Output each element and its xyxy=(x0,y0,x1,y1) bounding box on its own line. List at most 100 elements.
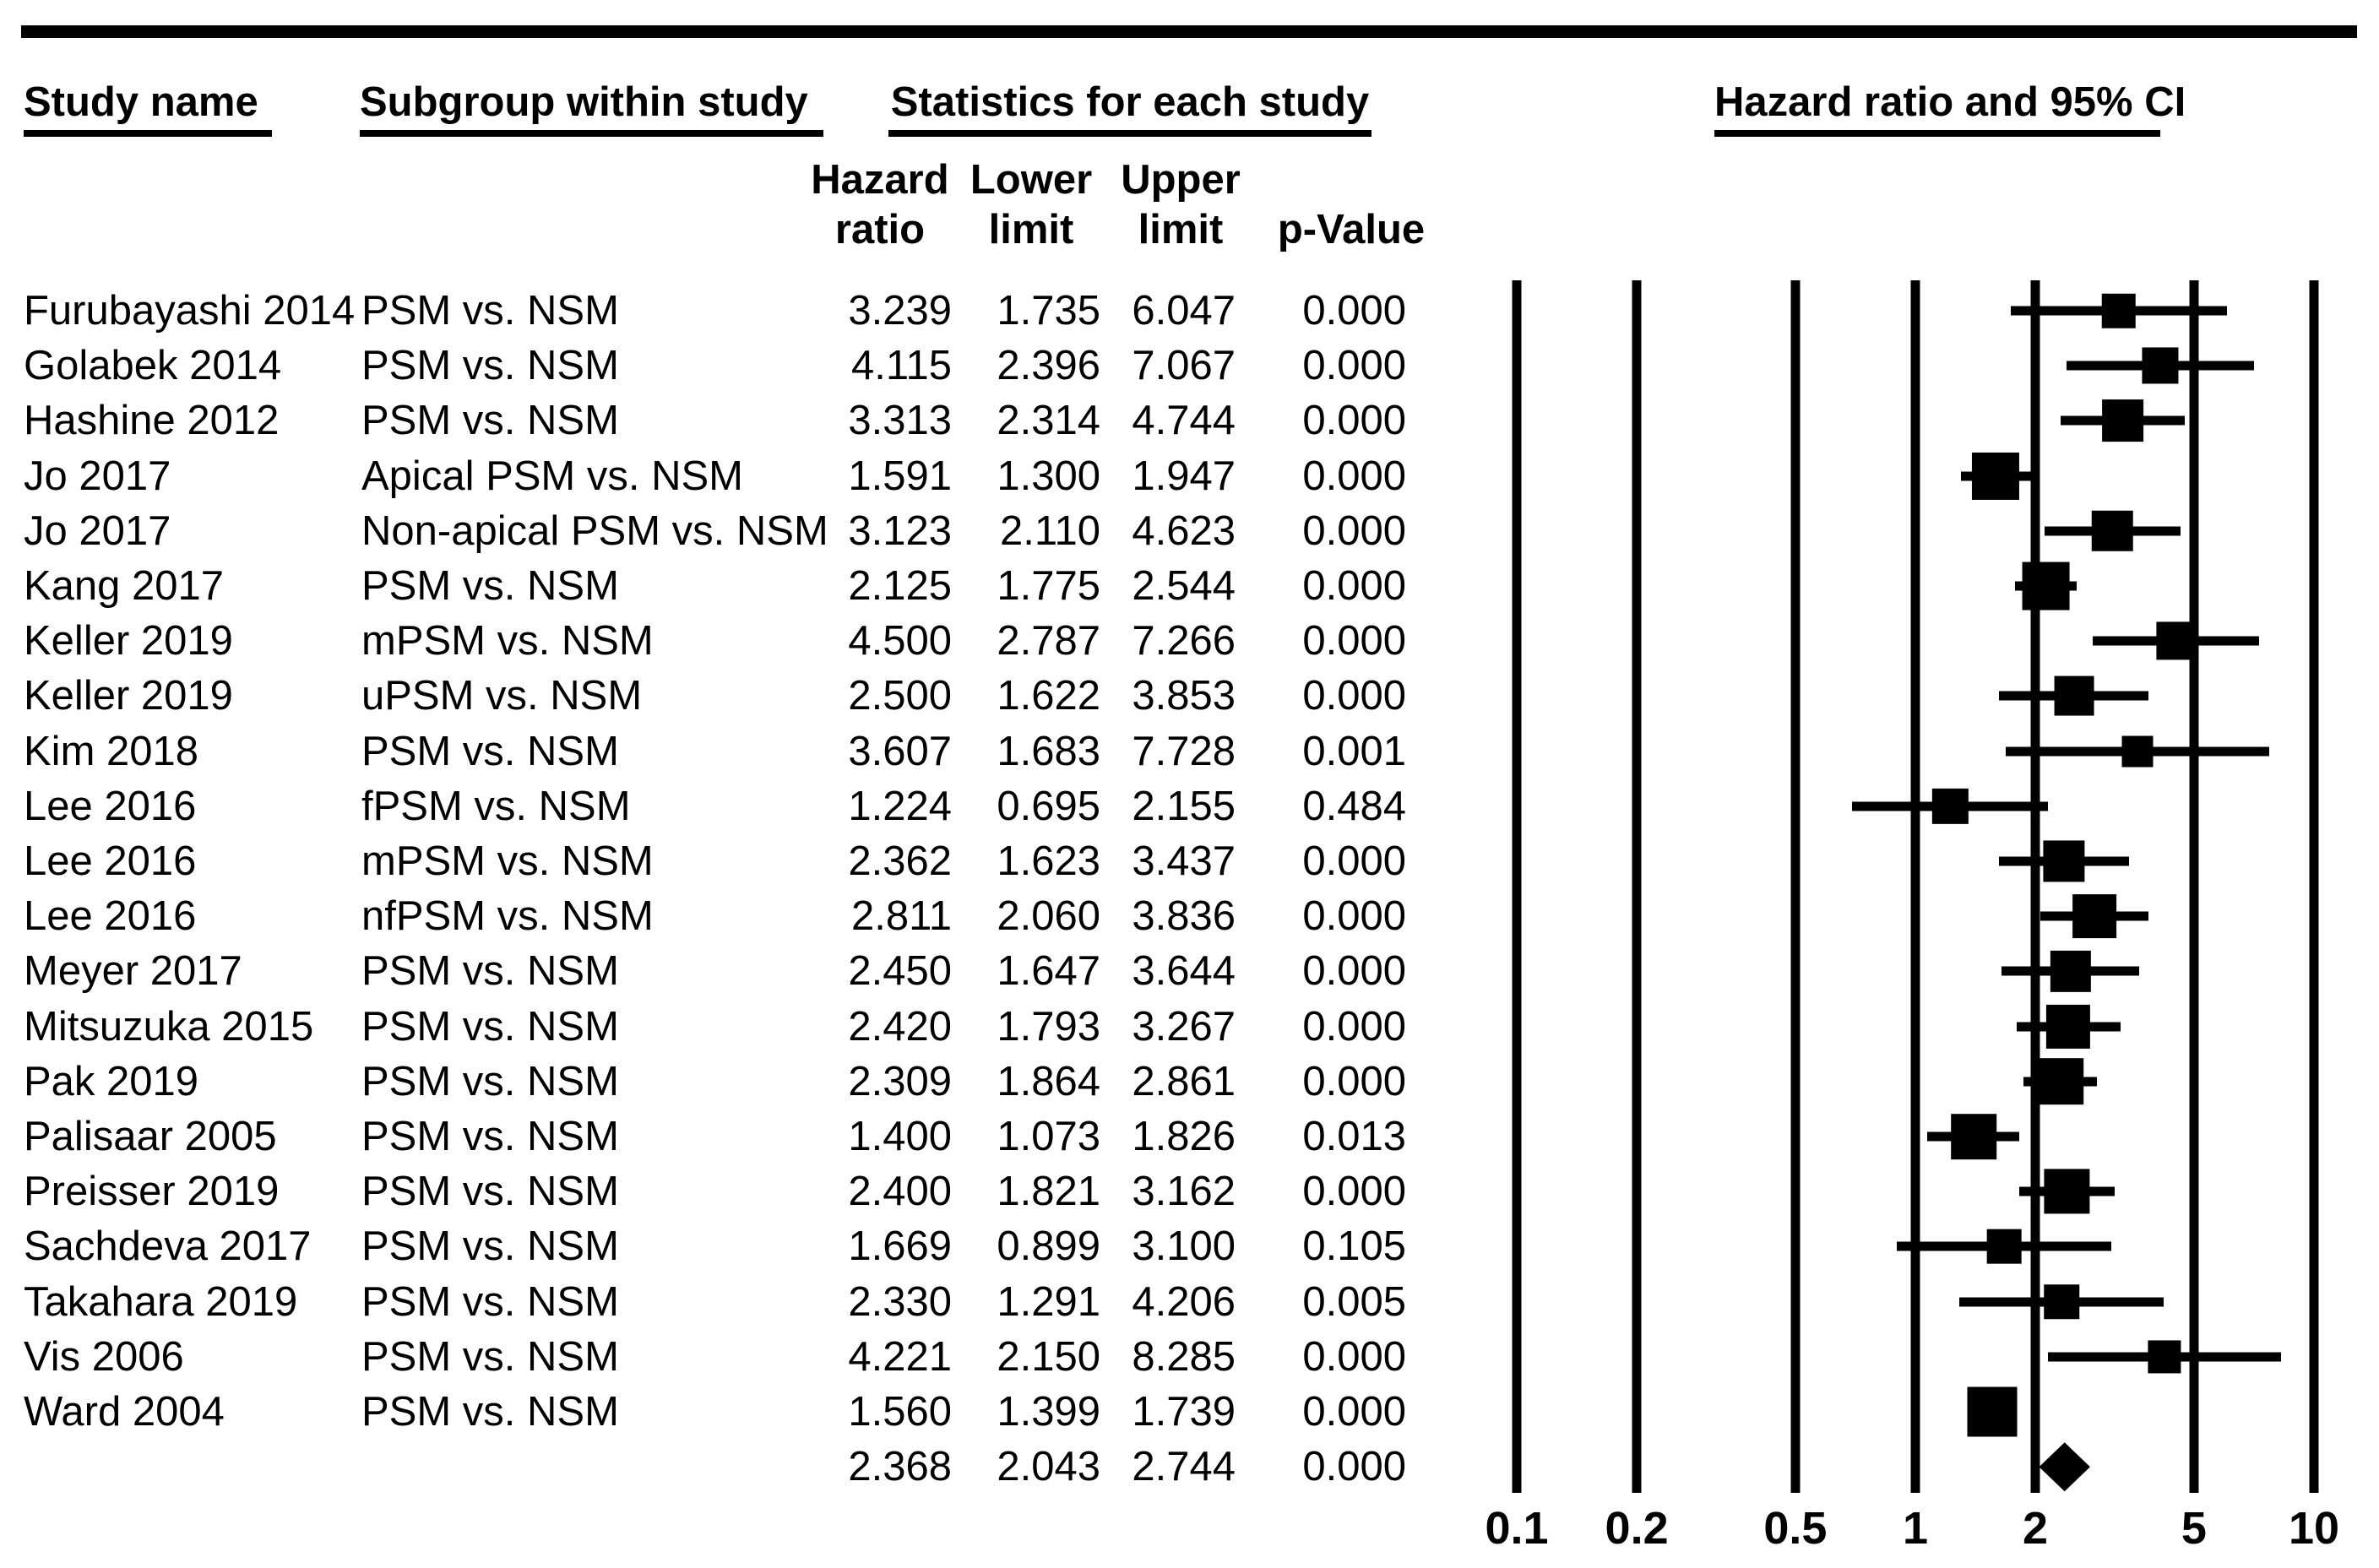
plot-gridline xyxy=(2189,280,2199,1493)
lower-limit-value: 1.623 xyxy=(997,838,1100,884)
lower-limit-value: 1.291 xyxy=(997,1278,1100,1325)
subgroup-label: PSM vs. NSM xyxy=(361,728,619,774)
hazard-ratio-value: 2.450 xyxy=(848,948,952,995)
upper-limit-value: 3.100 xyxy=(1132,1223,1236,1270)
upper-limit-value: 4.744 xyxy=(1132,398,1236,444)
upper-limit-value: 6.047 xyxy=(1132,288,1236,334)
axis-tick-label: 5 xyxy=(2181,1503,2207,1554)
subgroup-label: Non-apical PSM vs. NSM xyxy=(361,507,828,554)
effect-square xyxy=(2046,1004,2091,1049)
lower-limit-value: 1.683 xyxy=(997,728,1100,774)
upper-limit-value: 1.739 xyxy=(1132,1389,1236,1435)
upper-limit-value: 1.947 xyxy=(1132,453,1236,499)
lower-limit-value: 1.775 xyxy=(997,563,1100,609)
header-ratio: ratio xyxy=(834,207,926,252)
upper-limit-value: 7.266 xyxy=(1132,618,1236,665)
p-value: 0.013 xyxy=(1302,1114,1406,1159)
column-header-subgroup: Subgroup within study xyxy=(360,81,823,137)
subgroup-label: PSM vs. NSM xyxy=(361,1389,619,1435)
hazard-ratio-value: 4.115 xyxy=(851,343,952,389)
study-name: Keller 2019 xyxy=(24,673,233,719)
upper-limit-value: 7.067 xyxy=(1132,343,1236,389)
upper-limit-value: 3.644 xyxy=(1132,948,1236,995)
axis-tick-label: 2 xyxy=(2023,1503,2049,1554)
lower-limit-value: 1.821 xyxy=(997,1169,1100,1215)
subgroup-label: PSM vs. NSM xyxy=(361,563,619,609)
p-value: 0.000 xyxy=(1302,1333,1406,1380)
hazard-ratio-value: 1.591 xyxy=(848,453,952,499)
subgroup-label: PSM vs. NSM xyxy=(361,1223,619,1270)
summary-upper-limit-value: 2.744 xyxy=(1132,1444,1236,1490)
effect-square xyxy=(2092,510,2133,552)
subgroup-label: PSM vs. NSM xyxy=(361,1333,619,1380)
subgroup-label: mPSM vs. NSM xyxy=(361,838,654,884)
study-name: Palisaar 2005 xyxy=(24,1114,277,1159)
study-name: Furubayashi 2014 xyxy=(24,288,356,334)
lower-limit-value: 1.399 xyxy=(997,1389,1100,1435)
study-name: Kim 2018 xyxy=(24,728,199,774)
study-name: Keller 2019 xyxy=(24,618,233,665)
effect-square xyxy=(2050,951,2091,992)
hazard-ratio-value: 2.400 xyxy=(848,1169,952,1215)
axis-tick-label: 0.2 xyxy=(1605,1503,1669,1554)
lower-limit-value: 1.793 xyxy=(997,1003,1100,1050)
effect-square xyxy=(1951,1114,1996,1159)
upper-limit-value: 8.285 xyxy=(1132,1333,1236,1380)
header-lower: Lower xyxy=(970,157,1093,203)
hazard-ratio-value: 1.224 xyxy=(848,783,952,829)
p-value: 0.000 xyxy=(1302,1003,1406,1050)
lower-limit-value: 1.300 xyxy=(997,453,1100,499)
study-name: Meyer 2017 xyxy=(24,948,242,995)
upper-limit-value: 3.437 xyxy=(1132,838,1236,884)
lower-limit-value: 2.787 xyxy=(997,618,1100,665)
header-limit-upper: limit xyxy=(1138,207,1224,252)
hazard-ratio-value: 1.560 xyxy=(848,1389,952,1435)
hazard-ratio-value: 1.400 xyxy=(848,1114,952,1159)
study-name: Vis 2006 xyxy=(24,1333,184,1380)
hazard-ratio-value: 2.500 xyxy=(848,673,952,719)
study-name: Preisser 2019 xyxy=(24,1169,280,1215)
p-value: 0.000 xyxy=(1302,563,1406,609)
lower-limit-value: 1.864 xyxy=(997,1058,1100,1104)
summary-p-value: 0.000 xyxy=(1302,1444,1406,1490)
p-value: 0.000 xyxy=(1302,618,1406,665)
effect-square xyxy=(2101,293,2137,328)
lower-limit-value: 2.396 xyxy=(997,343,1100,389)
plot-gridline xyxy=(2030,280,2040,1493)
upper-limit-value: 3.836 xyxy=(1132,893,1236,940)
effect-square xyxy=(2043,840,2085,882)
study-name: Lee 2016 xyxy=(24,893,197,940)
p-value: 0.000 xyxy=(1302,453,1406,499)
plot-gridline xyxy=(1790,280,1801,1493)
effect-square xyxy=(2072,894,2116,939)
lower-limit-value: 2.314 xyxy=(997,398,1100,444)
summary-lower-limit-value: 2.043 xyxy=(997,1444,1100,1490)
upper-limit-value: 4.206 xyxy=(1132,1278,1236,1325)
lower-limit-value: 2.110 xyxy=(1000,507,1100,554)
plot-gridline xyxy=(2309,280,2319,1493)
effect-square xyxy=(2022,562,2070,610)
study-name: Pak 2019 xyxy=(24,1058,199,1104)
study-name: Jo 2017 xyxy=(24,507,171,554)
study-name: Sachdeva 2017 xyxy=(24,1223,312,1270)
study-name: Takahara 2019 xyxy=(24,1278,298,1325)
hazard-ratio-value: 3.239 xyxy=(848,288,952,334)
effect-square xyxy=(1967,1386,2018,1437)
upper-limit-value: 2.544 xyxy=(1132,563,1236,609)
hazard-ratio-value: 4.500 xyxy=(848,618,952,665)
upper-limit-value: 3.853 xyxy=(1132,673,1236,719)
p-value: 0.000 xyxy=(1302,343,1406,389)
p-value: 0.105 xyxy=(1302,1223,1406,1270)
subgroup-label: PSM vs. NSM xyxy=(361,1169,619,1215)
subgroup-label: PSM vs. NSM xyxy=(361,948,619,995)
p-value: 0.000 xyxy=(1302,673,1406,719)
subgroup-label: PSM vs. NSM xyxy=(361,1003,619,1050)
plot-gridline xyxy=(1512,280,1522,1493)
p-value: 0.000 xyxy=(1302,1389,1406,1435)
stat-subheader-line1: Hazard Lower Upper xyxy=(0,159,2379,201)
p-value: 0.000 xyxy=(1302,1169,1406,1215)
subgroup-label: Apical PSM vs. NSM xyxy=(361,453,743,499)
effect-square xyxy=(2142,347,2179,384)
study-name: Golabek 2014 xyxy=(24,343,282,389)
